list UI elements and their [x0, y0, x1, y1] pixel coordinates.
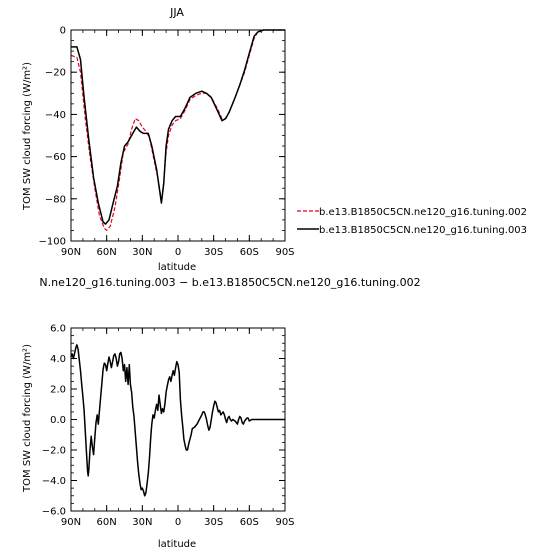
top-chart-title: JJA	[169, 6, 184, 19]
legend-label-tuning-002: b.e13.B1850C5CN.ne120_g16.tuning.002	[319, 207, 527, 218]
bottom-y-tick-label: 4.0	[50, 354, 66, 365]
bottom-x-tick-label: 30S	[204, 517, 223, 528]
bottom-y-tick-label: −6.0	[42, 507, 66, 518]
bottom-plot-area: 90N 60N 30N 0 30S 60S 90S 6.0 4.0 2.0 0.0 −2.0 −4.0 −…	[42, 324, 295, 529]
top-series-line-1	[71, 29, 285, 225]
bottom-chart-title: N.ne120_g16.tuning.003 − b.e13.B1850C5CN…	[39, 276, 420, 289]
top-y-tick-label: −80	[45, 194, 66, 205]
bottom-x-tick-label: 30N	[132, 517, 152, 528]
bottom-x-tick-label: 60N	[97, 517, 117, 528]
top-x-tick-label: 90S	[275, 247, 294, 258]
bottom-x-tick-label: 90N	[61, 517, 81, 528]
top-y-tick-label: −100	[39, 237, 66, 248]
bottom-y-tick-label: 2.0	[50, 385, 66, 396]
legend-label-tuning-003: b.e13.B1850C5CN.ne120_g16.tuning.003	[319, 225, 527, 236]
top-y-tick-label: −40	[45, 110, 66, 121]
top-plot-frame	[70, 29, 286, 242]
bottom-x-tick-label: 90S	[275, 517, 294, 528]
top-x-tick-label: 90N	[61, 247, 81, 258]
bottom-y-tick-label: 6.0	[50, 324, 66, 335]
top-y-tick-label: 0	[60, 26, 66, 37]
top-x-tick-label: 60N	[97, 247, 117, 258]
top-x-tick-label: 60S	[240, 247, 259, 258]
top-x-tick-label: 30S	[204, 247, 223, 258]
bottom-chart-ylabel: TOM SW cloud forcing (W/m²)	[22, 344, 33, 493]
top-x-tick-label: 0	[175, 247, 181, 258]
legend: b.e13.B1850C5CN.ne120_g16.tuning.002 b.e…	[297, 207, 527, 236]
top-y-tick-label: −20	[45, 68, 66, 79]
bottom-x-tick-label: 60S	[240, 517, 259, 528]
bottom-series-line-0	[70, 344, 285, 497]
bottom-x-tick-label: 0	[175, 517, 181, 528]
bottom-chart-xlabel: latitude	[158, 539, 196, 550]
top-x-tick-label: 30N	[132, 247, 152, 258]
bottom-y-tick-label: 0.0	[50, 415, 66, 426]
top-chart-ylabel: TOM SW cloud forcing (W/m²)	[22, 62, 33, 211]
top-plot-area: 90N 60N 30N 0 30S 60S 90S 0 −20 −40 −60 −80 −100	[39, 26, 295, 259]
bottom-y-tick-label: −2.0	[42, 446, 66, 457]
bottom-plot-frame	[70, 327, 286, 512]
top-chart-xlabel: latitude	[158, 262, 196, 273]
bottom-y-tick-label: −4.0	[42, 476, 66, 487]
top-series-line-0	[70, 29, 285, 231]
top-y-tick-label: −60	[45, 152, 66, 163]
